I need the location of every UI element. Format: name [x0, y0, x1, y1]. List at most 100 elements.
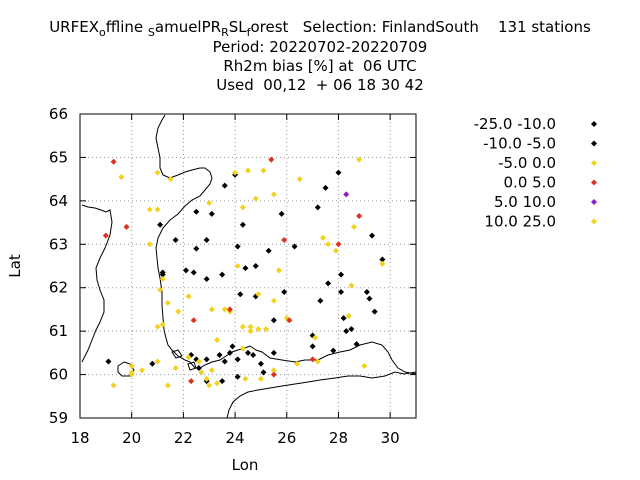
data-point	[185, 293, 192, 300]
legend-marker	[591, 140, 597, 147]
y-tick-label: 65	[49, 148, 68, 166]
data-point	[242, 265, 249, 272]
legend-marker	[591, 179, 597, 186]
data-point	[146, 206, 153, 213]
axis-ticks: 18 20 22 24 26 28 30 59 60 61 62 63 64 65 66	[49, 105, 416, 447]
y-tick-label: 66	[49, 105, 68, 123]
data-point	[110, 158, 117, 165]
x-tick-label: 18	[70, 429, 89, 447]
x-tick-label: 24	[226, 429, 245, 447]
data-point	[255, 291, 262, 298]
data-point	[291, 243, 298, 250]
data-point	[208, 367, 215, 374]
data-point	[309, 356, 316, 363]
data-point	[188, 378, 195, 385]
y-tick-label: 64	[49, 192, 68, 210]
data-point	[159, 321, 166, 328]
x-tick-label: 28	[329, 429, 348, 447]
data-point	[294, 360, 301, 367]
data-point	[185, 354, 192, 361]
data-point	[102, 232, 109, 239]
data-point	[208, 306, 215, 313]
data-point	[226, 349, 233, 356]
data-point	[257, 375, 264, 382]
data-point	[154, 358, 161, 365]
data-point	[182, 267, 189, 274]
legend-label: 0.0 5.0	[504, 174, 556, 192]
data-point	[239, 345, 246, 352]
data-point	[159, 276, 166, 283]
data-point	[118, 173, 125, 180]
data-point	[263, 325, 270, 332]
data-point	[270, 297, 277, 304]
data-point	[296, 176, 303, 183]
coastline-estonia	[226, 371, 417, 419]
data-point	[350, 223, 357, 230]
data-point	[325, 280, 332, 287]
data-point	[255, 325, 262, 332]
data-point	[164, 299, 171, 306]
data-point	[203, 356, 210, 363]
data-point	[270, 371, 277, 378]
data-point	[128, 362, 135, 369]
data-point	[379, 260, 386, 267]
data-point	[164, 382, 171, 389]
x-axis-label: Lon	[232, 456, 259, 474]
chart-title-line-2: Period: 20220702-20220709	[212, 38, 428, 56]
data-point	[193, 245, 200, 252]
chart-title-line-4: Used 00,12 + 06 18 30 42	[216, 76, 424, 94]
data-point	[154, 323, 161, 330]
data-point	[198, 369, 205, 376]
coastline-sweden	[81, 204, 113, 363]
data-point	[219, 271, 226, 278]
data-point	[330, 347, 337, 354]
data-point	[309, 343, 316, 350]
y-tick-label: 63	[49, 235, 68, 253]
data-point	[206, 200, 213, 207]
x-tick-label: 26	[277, 429, 296, 447]
data-point	[226, 306, 233, 313]
data-point	[167, 176, 174, 183]
y-tick-label: 62	[49, 279, 68, 297]
data-point	[154, 206, 161, 213]
data-point	[146, 241, 153, 248]
data-point	[172, 365, 179, 372]
data-point	[260, 369, 267, 376]
data-point	[252, 195, 259, 202]
data-point	[379, 256, 386, 263]
data-point	[239, 204, 246, 211]
data-point	[203, 276, 210, 283]
data-point	[335, 241, 342, 248]
data-point	[237, 291, 244, 298]
data-point	[325, 241, 332, 248]
data-point	[175, 308, 182, 315]
data-point	[190, 269, 197, 276]
data-point	[128, 369, 135, 376]
legend-label: -5.0 0.0	[498, 154, 556, 172]
data-point	[356, 156, 363, 163]
data-point	[157, 221, 164, 228]
data-point	[348, 282, 355, 289]
legend-label: 10.0 25.0	[484, 213, 556, 231]
data-point	[276, 267, 283, 274]
data-point	[317, 297, 324, 304]
data-point	[206, 382, 213, 389]
data-point	[247, 328, 254, 335]
data-point	[139, 367, 146, 374]
data-point	[247, 323, 254, 330]
chart-title-line-3: Rh2m bias [%] at 06 UTC	[223, 57, 417, 75]
data-point	[195, 358, 202, 365]
data-point	[257, 360, 264, 367]
data-point	[366, 295, 373, 302]
data-point	[159, 271, 166, 278]
data-point	[281, 236, 288, 243]
data-point	[252, 263, 259, 269]
data-point	[213, 380, 220, 387]
data-point	[340, 315, 347, 322]
data-point	[363, 289, 370, 296]
legend: -25.0 -10.0 -10.0 -5.0-5.0 0.0 0.0 5.05.0 …	[474, 115, 597, 231]
data-point	[229, 343, 236, 350]
data-point	[343, 328, 350, 335]
data-point	[208, 210, 215, 217]
